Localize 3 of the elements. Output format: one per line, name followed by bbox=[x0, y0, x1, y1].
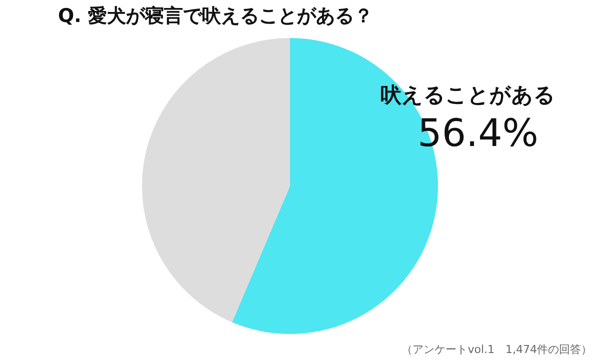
text: （アンケートvol.1 1,474件の回答） bbox=[402, 343, 592, 356]
pie-slice bbox=[142, 38, 290, 322]
chart-title: Q. 愛犬が寝言で吠えることがある？ bbox=[58, 5, 373, 27]
